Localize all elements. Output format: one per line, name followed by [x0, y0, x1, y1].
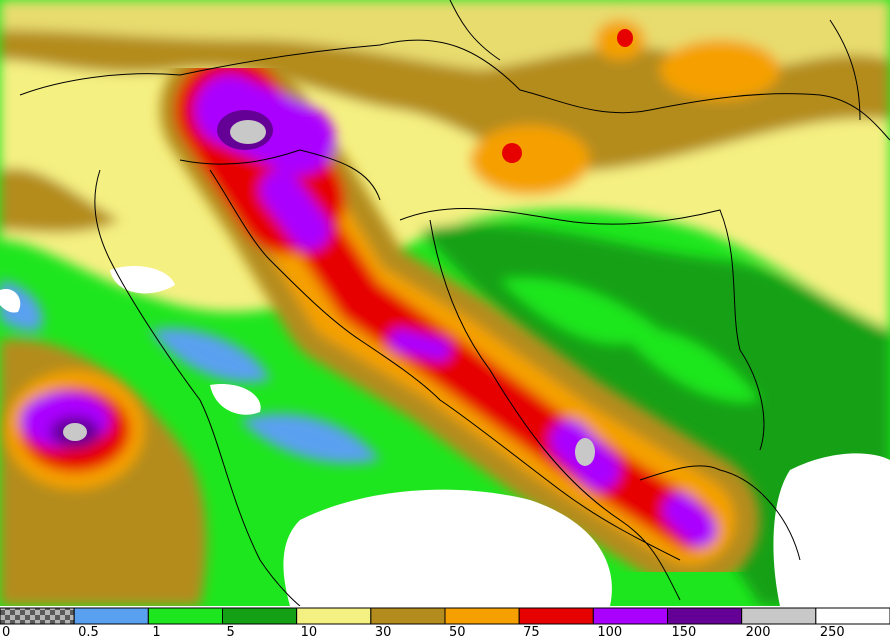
legend-label: 200 — [746, 625, 771, 640]
color-legend: 0 0.5 1 5 10 30 50 75 100 150 200 250 — [0, 607, 890, 640]
legend-label: 5 — [227, 625, 235, 640]
legend-label: 0 — [2, 625, 10, 640]
legend-label: 75 — [523, 625, 540, 640]
legend-swatch — [296, 607, 372, 625]
borders — [19, 0, 890, 606]
legend-label: 50 — [449, 625, 466, 640]
legend-swatch — [370, 607, 446, 625]
legend-swatch — [73, 607, 149, 625]
legend-label: 100 — [597, 625, 622, 640]
legend-label: 250 — [820, 625, 845, 640]
legend-label: 10 — [301, 625, 318, 640]
legend-swatch — [444, 607, 520, 625]
legend-label: 1 — [152, 625, 160, 640]
legend-swatch — [667, 607, 743, 625]
legend-swatch — [741, 607, 817, 625]
legend-swatch — [815, 607, 890, 625]
legend-swatch — [0, 607, 75, 625]
legend-label: 30 — [375, 625, 392, 640]
legend-swatch — [592, 607, 668, 625]
map-field — [0, 0, 890, 606]
legend-swatch — [147, 607, 223, 625]
legend-label: 150 — [672, 625, 697, 640]
legend-swatch — [518, 607, 594, 625]
legend-swatch — [222, 607, 298, 625]
legend-label: 0.5 — [78, 625, 99, 640]
